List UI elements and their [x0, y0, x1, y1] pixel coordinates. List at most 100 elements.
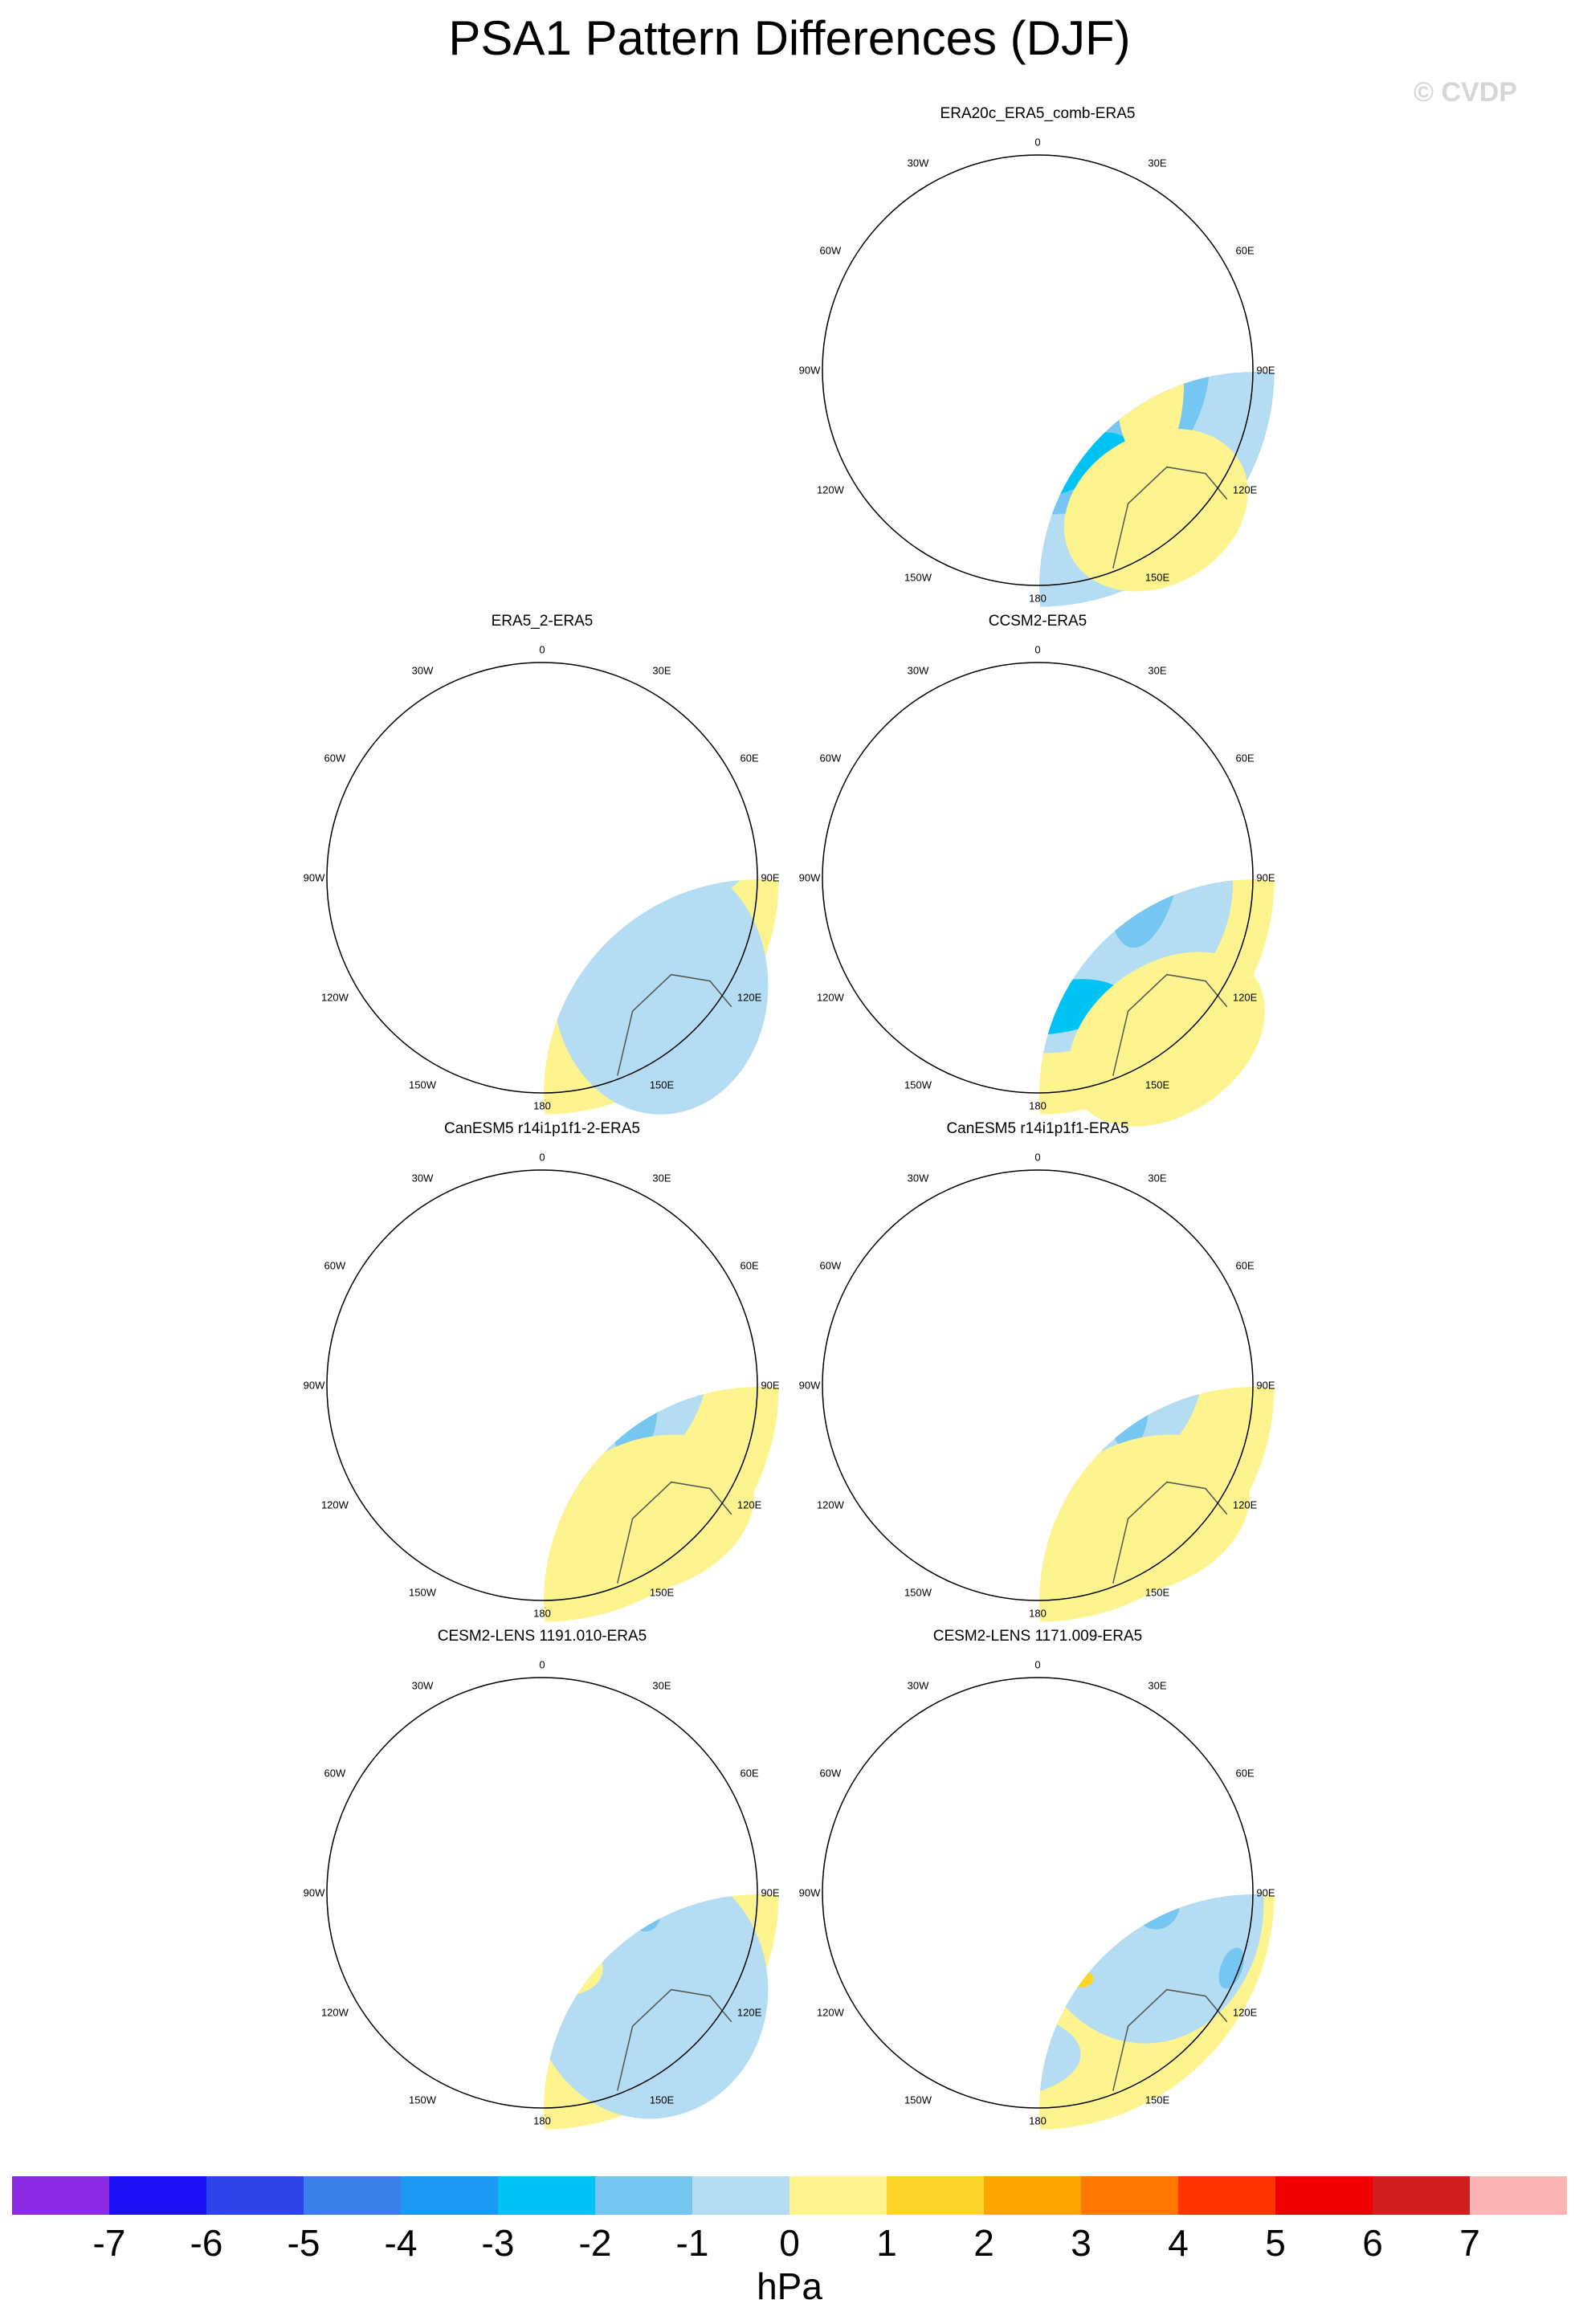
- contour-region: [1044, 1387, 1096, 1429]
- panel-title-cesm_a: CESM2-LENS 1191.010-ERA5: [437, 1628, 647, 1645]
- continent-coastline: [1112, 973, 1228, 1076]
- longitude-label: 120W: [320, 1498, 349, 1511]
- contour-region: [499, 1478, 533, 1499]
- colorbar-tick-label: 3: [1071, 2222, 1091, 2264]
- colorbar-swatch: [401, 2176, 498, 2215]
- antarctica-coastline: [544, 1894, 625, 1959]
- longitude-label: 60W: [819, 1767, 842, 1780]
- longitude-label: 0: [539, 1658, 545, 1671]
- map-border: [822, 154, 1254, 586]
- longitude-label: 30W: [907, 157, 929, 169]
- colorbar-swatch: [1275, 2176, 1373, 2215]
- continent-coastline: [1112, 466, 1228, 569]
- longitude-label: 120E: [736, 991, 762, 1004]
- contour-region: [958, 1256, 1053, 1299]
- longitude-label: 120E: [736, 2006, 762, 2019]
- longitude-label: 180: [533, 1607, 551, 1620]
- contour-region: [544, 1894, 769, 2119]
- continent-coastline: [574, 1678, 618, 1742]
- longitude-label: 150W: [904, 571, 932, 584]
- colorbar-tick-label: 5: [1265, 2222, 1286, 2264]
- map-border: [822, 1677, 1254, 2109]
- contour-region: [909, 817, 960, 917]
- contour-region: [1039, 879, 1113, 943]
- continent-coastline: [617, 1988, 732, 2091]
- longitude-label: 60W: [324, 752, 346, 764]
- longitude-label: 150E: [1144, 2094, 1170, 2106]
- longitude-label: 150W: [904, 1586, 932, 1599]
- longitude-label: 180: [533, 2114, 551, 2127]
- longitude-label: 60E: [1235, 1767, 1255, 1780]
- contour-region: [1039, 2007, 1081, 2102]
- longitude-label: 30E: [1148, 1172, 1167, 1184]
- longitude-label: 90W: [303, 1379, 325, 1392]
- panel-title-ccsm2: CCSM2-ERA5: [988, 613, 1087, 630]
- contour-region: [1068, 952, 1266, 1127]
- longitude-label: 150W: [409, 1078, 436, 1091]
- map-border: [326, 662, 758, 1094]
- longitude-label: 60E: [1235, 244, 1255, 257]
- continent-coastline: [617, 973, 732, 1076]
- longitude-label: 180: [1029, 1607, 1047, 1620]
- longitude-label: 120E: [1232, 1498, 1258, 1511]
- contour-region: [880, 310, 970, 430]
- polar-map-cesm_a: [326, 1677, 779, 2130]
- contour-region: [893, 337, 959, 424]
- contour-region: [904, 357, 947, 414]
- longitude-label: 0: [1034, 1151, 1041, 1164]
- longitude-label: 180: [1029, 592, 1047, 605]
- contour-region: [1039, 1894, 1275, 2130]
- colorbar-swatch: [1373, 2176, 1470, 2215]
- contour-region: [1039, 1894, 1103, 1958]
- continent-coastline: [370, 1678, 500, 1829]
- contour-region: [630, 1897, 661, 1932]
- longitude-label: 60E: [740, 1259, 759, 1272]
- continent-coastline: [1112, 1988, 1228, 2091]
- panel-title-cesm_b: CESM2-LENS 1171.009-ERA5: [932, 1628, 1143, 1645]
- contour-region: [1063, 429, 1248, 592]
- longitude-label: 30W: [907, 664, 929, 677]
- colorbar-tick-label: 6: [1362, 2222, 1383, 2264]
- panel-title-era20c: ERA20c_ERA5_comb-ERA5: [940, 105, 1136, 122]
- polar-map-canesm_a: [326, 1169, 779, 1622]
- longitude-label: 150E: [1144, 1586, 1170, 1599]
- colorbar-swatch: [304, 2176, 401, 2215]
- colorbar-swatch: [1470, 2176, 1567, 2215]
- longitude-label: 0: [1034, 136, 1041, 149]
- contour-region: [997, 1478, 1027, 1499]
- longitude-label: 90E: [1256, 1379, 1275, 1392]
- contour-region: [1218, 1947, 1244, 1989]
- colorbar-swatch: [498, 2176, 595, 2215]
- contour-region: [926, 1348, 977, 1421]
- colorbar-tick-label: -4: [384, 2222, 418, 2264]
- longitude-label: 90W: [798, 871, 821, 884]
- continent-coastline: [370, 663, 500, 813]
- colorbar-tick-label: 0: [779, 2222, 800, 2264]
- longitude-label: 30W: [411, 1172, 434, 1184]
- longitude-label: 90W: [798, 1886, 821, 1899]
- longitude-label: 90W: [303, 871, 325, 884]
- longitude-label: 60W: [819, 244, 842, 257]
- contour-region: [1039, 1462, 1077, 1515]
- contour-region: [839, 177, 969, 306]
- colorbar-swatch: [1178, 2176, 1275, 2215]
- figure-title: PSA1 Pattern Differences (DJF): [448, 11, 1131, 65]
- contour-region: [544, 1922, 565, 1984]
- contour-region: [549, 1387, 601, 1429]
- longitude-label: 30E: [652, 1172, 671, 1184]
- map-border: [326, 1169, 758, 1601]
- longitude-label: 90E: [761, 1886, 780, 1899]
- longitude-label: 30W: [411, 1679, 434, 1692]
- antarctica-coastline: [1039, 879, 1120, 944]
- contour-region: [316, 1256, 532, 1471]
- longitude-label: 120E: [1232, 483, 1258, 496]
- polar-map-era5_2: [326, 662, 779, 1115]
- colorbar-swatch: [12, 2176, 109, 2215]
- contour-region: [958, 219, 1139, 271]
- longitude-label: 90E: [761, 871, 780, 884]
- colorbar-tick-label: -7: [92, 2222, 126, 2264]
- continent-coastline: [866, 1170, 995, 1321]
- contour-region: [1041, 1434, 1250, 1595]
- colorbar: [12, 2176, 1567, 2215]
- longitude-label: 30E: [1148, 1679, 1167, 1692]
